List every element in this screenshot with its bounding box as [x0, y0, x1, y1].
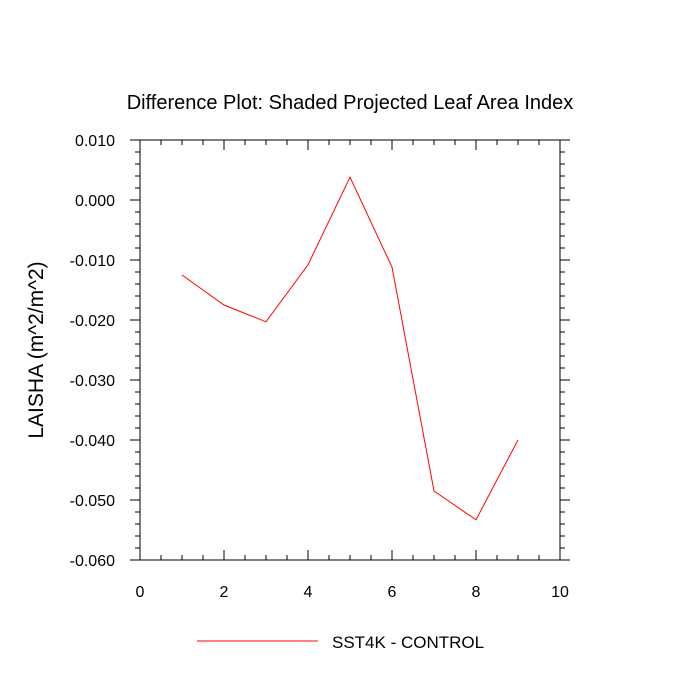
- legend-label: SST4K - CONTROL: [332, 633, 484, 652]
- y-tick-label: -0.040: [70, 433, 115, 450]
- x-tick-label: 10: [551, 584, 569, 601]
- y-tick-label: 0.000: [75, 193, 115, 210]
- x-tick-label: 4: [304, 584, 313, 601]
- y-tick-label: -0.050: [70, 493, 115, 510]
- x-tick-label: 0: [136, 584, 145, 601]
- y-tick-label: -0.020: [70, 313, 115, 330]
- x-tick-label: 8: [472, 584, 481, 601]
- y-axis-label: LAISHA (m^2/m^2): [25, 261, 48, 438]
- x-tick-label: 2: [220, 584, 229, 601]
- chart-title: Difference Plot: Shaded Projected Leaf A…: [127, 92, 574, 114]
- y-tick-label: -0.010: [70, 253, 115, 270]
- series-layer: [181, 176, 519, 521]
- tick-layer: 0 2 4 6 8 10 0.010 0.000 -0.010 -0.020 -0.030 -0.04…: [70, 133, 570, 601]
- y-tick-label: -0.030: [70, 373, 115, 390]
- x-tick-label: 6: [388, 584, 397, 601]
- y-tick-label: -0.060: [70, 553, 115, 570]
- plot-area-frame: [139, 139, 561, 561]
- legend: SST4K - CONTROL: [197, 633, 484, 652]
- series-line: [181, 176, 519, 521]
- y-tick-label: 0.010: [75, 133, 115, 150]
